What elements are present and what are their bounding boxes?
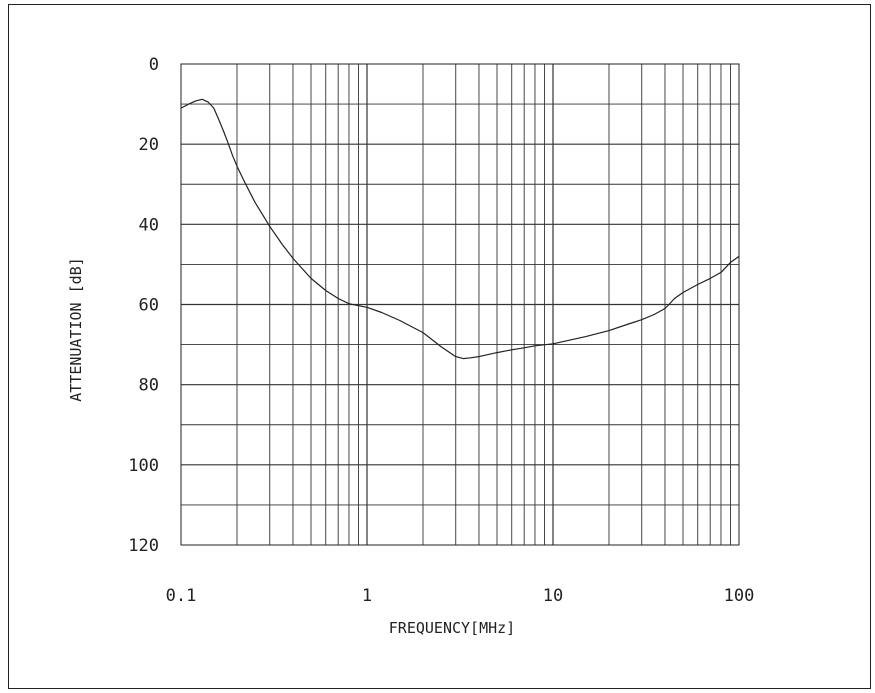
- attenuation-chart: 0 20 40 60 80 100 120 0.1 1 10 100 FREQUENCY[MHz]…: [9, 5, 872, 690]
- y-tick-label: 80: [139, 376, 159, 396]
- y-tick-labels: 0 20 40 60 80 100 120: [128, 55, 159, 556]
- x-tick-label: 0.1: [166, 586, 197, 606]
- y-axis-title: ATTENUATION [dB]: [67, 257, 85, 402]
- y-tick-label: 40: [139, 215, 159, 235]
- x-axis-title: FREQUENCY[MHz]: [389, 619, 515, 637]
- y-tick-label: 100: [128, 456, 159, 476]
- y-tick-label: 60: [139, 296, 159, 316]
- x-tick-label: 100: [724, 586, 755, 606]
- y-tick-label: 0: [149, 55, 159, 75]
- y-tick-label: 20: [139, 135, 159, 155]
- major-grid: [181, 64, 739, 545]
- x-tick-label: 1: [362, 586, 372, 606]
- attenuation-curve: [181, 99, 739, 358]
- series-layer: [181, 99, 739, 358]
- chart-frame: 0 20 40 60 80 100 120 0.1 1 10 100 FREQUENCY[MHz]…: [8, 4, 871, 689]
- y-tick-label: 120: [128, 536, 159, 556]
- x-tick-labels: 0.1 1 10 100: [166, 586, 755, 606]
- x-tick-label: 10: [543, 586, 563, 606]
